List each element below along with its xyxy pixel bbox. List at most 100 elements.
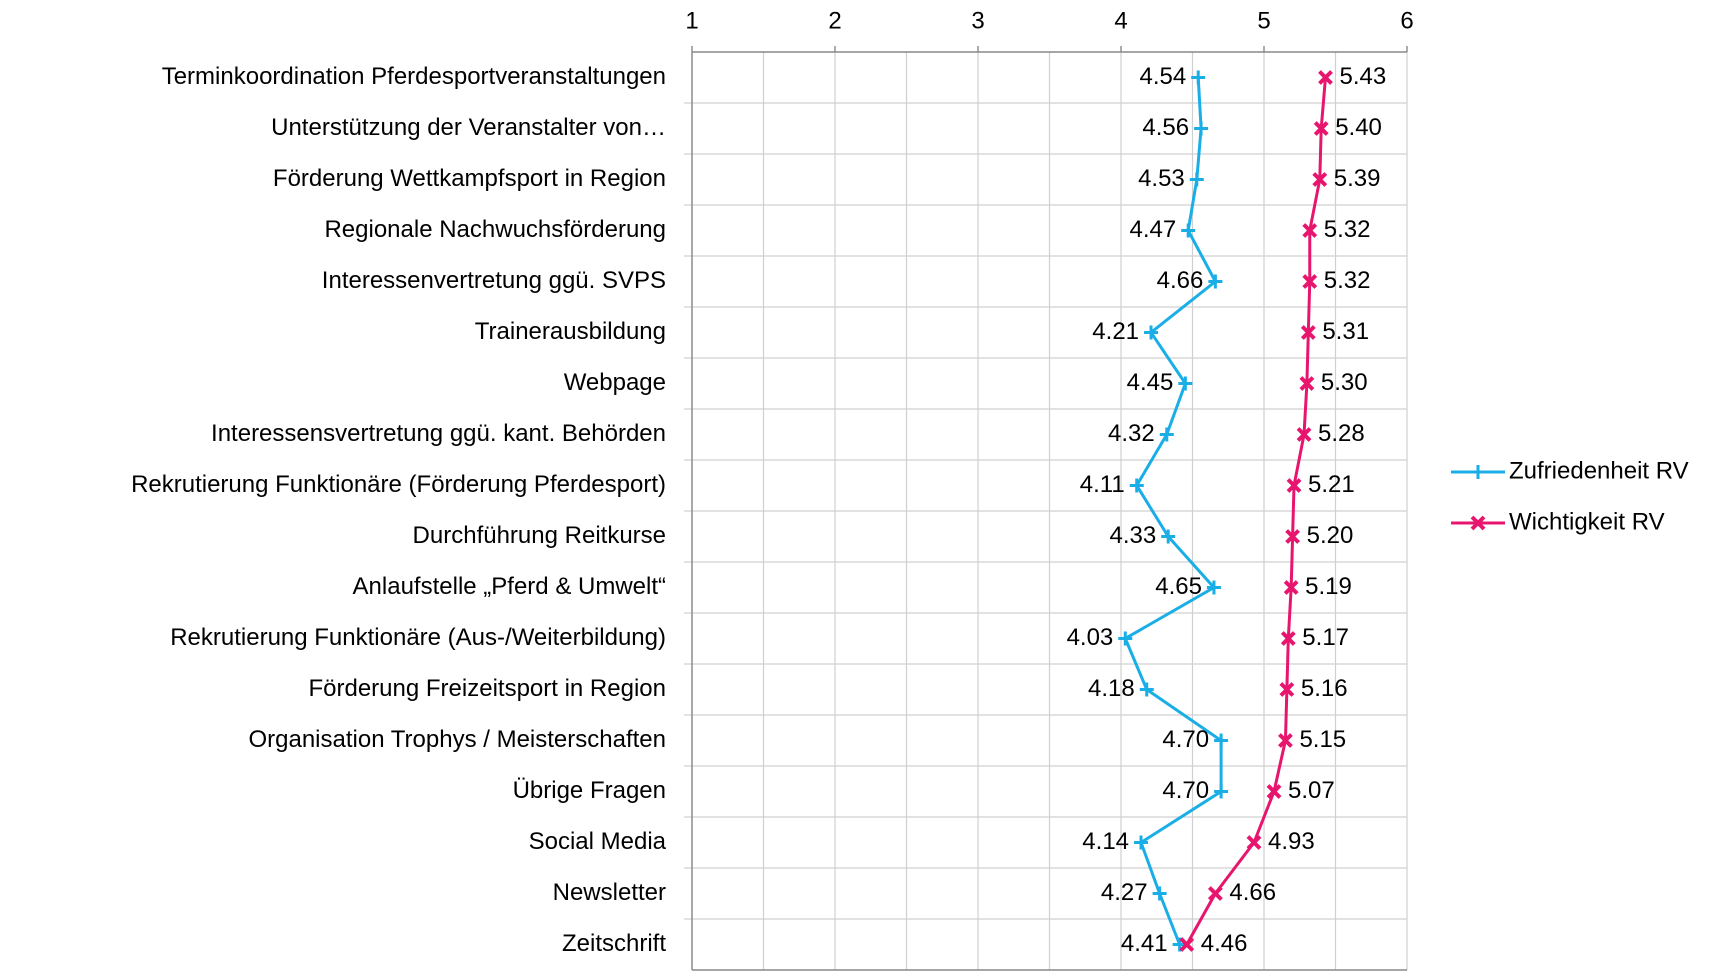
data-label: 4.70 xyxy=(1162,726,1209,753)
category-label: Terminkoordination Pferdesportveranstalt… xyxy=(162,63,666,90)
category-label: Interessensvertretung ggü. kant. Behörde… xyxy=(211,420,666,447)
data-label: 5.28 xyxy=(1318,420,1365,447)
category-label: Social Media xyxy=(529,828,667,855)
data-label: 5.20 xyxy=(1307,522,1354,549)
category-label: Förderung Wettkampfsport in Region xyxy=(273,165,666,192)
data-label: 4.27 xyxy=(1101,879,1148,906)
data-label: 4.33 xyxy=(1109,522,1156,549)
category-label: Regionale Nachwuchsförderung xyxy=(324,216,666,243)
marker xyxy=(1279,682,1295,697)
marker xyxy=(1139,682,1154,697)
category-label: Zeitschrift xyxy=(562,930,666,957)
data-label: 4.56 xyxy=(1142,114,1189,141)
category-label: Unterstützung der Veranstalter von… xyxy=(271,114,666,141)
category-label: Durchführung Reitkurse xyxy=(413,522,666,549)
data-label: 4.46 xyxy=(1201,930,1248,957)
series-line xyxy=(1123,77,1223,946)
data-label: 4.03 xyxy=(1067,624,1114,651)
marker xyxy=(1207,886,1223,901)
marker xyxy=(1191,70,1206,85)
data-label: 4.66 xyxy=(1157,267,1204,294)
data-label: 4.47 xyxy=(1129,216,1176,243)
data-label: 4.11 xyxy=(1080,471,1125,498)
data-label: 5.30 xyxy=(1321,369,1368,396)
marker xyxy=(1152,886,1167,901)
data-label: 4.18 xyxy=(1088,675,1135,702)
category-label: Interessenvertretung ggü. SVPS xyxy=(322,267,666,294)
data-label: 4.70 xyxy=(1162,777,1209,804)
marker xyxy=(1285,529,1301,544)
marker xyxy=(1161,529,1176,544)
legend-label: Wichtigkeit RV xyxy=(1509,508,1665,535)
marker xyxy=(1206,580,1221,595)
legend-marker xyxy=(1471,465,1485,479)
data-label: 4.45 xyxy=(1127,369,1174,396)
marker xyxy=(1194,121,1209,136)
marker xyxy=(1214,784,1229,799)
x-tick-label: 1 xyxy=(685,7,698,34)
x-tick-label: 4 xyxy=(1114,7,1127,34)
category-label: Übrige Fragen xyxy=(513,777,666,804)
data-label: 5.07 xyxy=(1288,777,1335,804)
marker xyxy=(1299,376,1315,391)
data-label: 5.17 xyxy=(1302,624,1349,651)
category-label: Anlaufstelle „Pferd & Umwelt“ xyxy=(353,573,666,600)
marker xyxy=(1318,70,1333,85)
marker xyxy=(1296,427,1312,442)
data-label: 5.32 xyxy=(1324,267,1371,294)
category-label: Trainerausbildung xyxy=(475,318,666,345)
marker xyxy=(1208,274,1223,289)
marker xyxy=(1214,733,1229,748)
marker xyxy=(1313,121,1329,136)
marker xyxy=(1283,580,1299,595)
data-label: 4.66 xyxy=(1229,879,1276,906)
data-label: 5.32 xyxy=(1324,216,1371,243)
marker xyxy=(1246,835,1262,850)
data-label: 4.14 xyxy=(1082,828,1129,855)
data-label: 5.39 xyxy=(1334,165,1381,192)
data-label: 4.53 xyxy=(1138,165,1185,192)
marker xyxy=(1189,172,1204,187)
marker xyxy=(1312,172,1328,187)
data-label: 5.19 xyxy=(1305,573,1352,600)
marker xyxy=(1134,835,1149,850)
marker xyxy=(1129,478,1144,493)
data-label: 5.31 xyxy=(1322,318,1369,345)
marker xyxy=(1300,325,1316,340)
marker xyxy=(1266,784,1282,799)
data-label: 5.15 xyxy=(1299,726,1346,753)
x-tick-label: 5 xyxy=(1257,7,1270,34)
marker xyxy=(1118,631,1133,646)
marker xyxy=(1302,274,1318,289)
legend-marker xyxy=(1470,515,1486,531)
data-label: 4.21 xyxy=(1092,318,1139,345)
category-label: Rekrutierung Funktionäre (Förderung Pfer… xyxy=(131,471,666,498)
data-label: 5.16 xyxy=(1301,675,1348,702)
marker xyxy=(1179,937,1195,952)
data-label: 4.65 xyxy=(1155,573,1202,600)
marker xyxy=(1144,325,1159,340)
series-line xyxy=(1185,77,1327,946)
category-label: Rekrutierung Funktionäre (Aus-/Weiterbil… xyxy=(170,624,666,651)
marker xyxy=(1278,733,1293,748)
category-label: Organisation Trophys / Meisterschaften xyxy=(248,726,666,753)
data-label: 5.40 xyxy=(1335,114,1382,141)
x-tick-label: 3 xyxy=(971,7,984,34)
legend-label: Zufriedenheit RV xyxy=(1509,457,1689,484)
x-tick-label: 6 xyxy=(1400,7,1413,34)
marker xyxy=(1286,478,1302,493)
marker xyxy=(1302,223,1318,238)
data-label: 4.41 xyxy=(1121,930,1168,957)
category-label: Webpage xyxy=(564,369,666,396)
marker xyxy=(1181,223,1196,238)
category-label: Newsletter xyxy=(553,879,666,906)
data-label: 5.21 xyxy=(1308,471,1355,498)
x-tick-label: 2 xyxy=(828,7,841,34)
data-label: 4.32 xyxy=(1108,420,1155,447)
data-label: 5.43 xyxy=(1339,63,1386,90)
data-label: 4.54 xyxy=(1140,63,1187,90)
marker xyxy=(1280,631,1296,646)
category-label: Förderung Freizeitsport in Region xyxy=(308,675,666,702)
data-label: 4.93 xyxy=(1268,828,1315,855)
